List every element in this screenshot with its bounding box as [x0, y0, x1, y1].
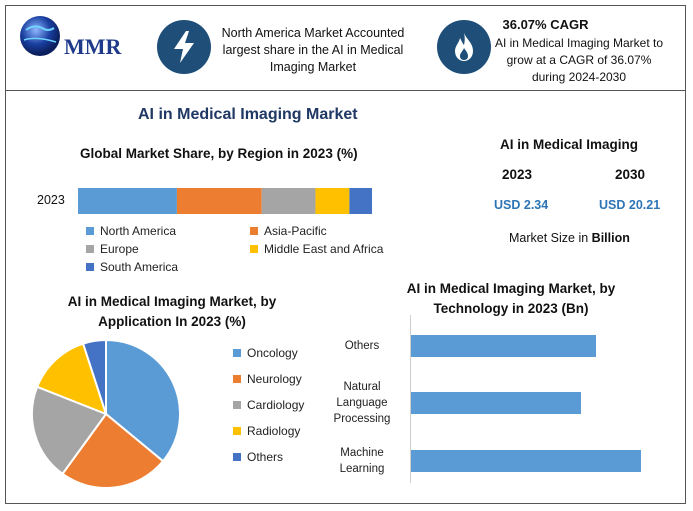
legend-swatch	[233, 349, 241, 357]
region-category-label: 2023	[37, 193, 65, 207]
region-legend-item: North America	[86, 224, 176, 238]
header-box1-text: North America Market Accounted largest s…	[221, 26, 405, 74]
flame-badge	[437, 20, 491, 74]
legend-label: Radiology	[247, 424, 301, 438]
legend-label: Neurology	[247, 372, 302, 386]
application-legend-item: Oncology	[233, 346, 298, 360]
legend-label: Asia-Pacific	[264, 224, 327, 238]
legend-label: South America	[100, 260, 179, 274]
legend-label: Europe	[100, 242, 139, 256]
technology-chart-title: AI in Medical Imaging Market, by Technol…	[406, 281, 616, 316]
legend-swatch	[233, 401, 241, 409]
application-legend-item: Radiology	[233, 424, 300, 438]
pie-slice-oncology	[105, 338, 181, 463]
legend-label: Middle East and Africa	[264, 242, 384, 256]
region-legend-item: Middle East and Africa	[250, 242, 383, 256]
logo: MMR	[12, 10, 142, 60]
technology-category-label: Natural Language Processing	[333, 381, 391, 425]
flame-icon	[455, 33, 473, 61]
lightning-icon	[174, 31, 194, 63]
legend-swatch	[233, 375, 241, 383]
caption-prefix: Market Size in	[509, 231, 592, 245]
legend-swatch	[86, 227, 94, 235]
market-size-title: AI in Medical Imaging	[500, 137, 639, 152]
legend-swatch	[233, 427, 241, 435]
region-bar-segment-0	[78, 188, 177, 214]
region-chart-title: Global Market Share, by Region in 2023 (…	[80, 146, 358, 161]
application-legend-item: Cardiology	[233, 398, 304, 412]
legend-swatch	[86, 263, 94, 271]
cagr-title: 36.07% CAGR	[502, 17, 589, 32]
region-legend-item: Asia-Pacific	[250, 224, 327, 238]
lightning-badge	[157, 20, 211, 74]
legend-label: Others	[247, 450, 284, 464]
legend-swatch	[250, 245, 258, 253]
header-divider	[5, 90, 686, 91]
region-legend-item: Europe	[86, 242, 139, 256]
region-bar-segment-2	[261, 188, 316, 214]
technology-axis-line	[410, 315, 411, 483]
technology-bar	[411, 392, 581, 414]
legend-swatch	[250, 227, 258, 235]
legend-swatch	[86, 245, 94, 253]
technology-bar	[411, 335, 596, 357]
legend-label: Cardiology	[247, 398, 305, 412]
technology-bar-chart: Others Natural Language Processing Machine…	[330, 315, 670, 485]
application-legend-item: Others	[233, 450, 283, 464]
legend-label: North America	[100, 224, 177, 238]
region-bar-segment-3	[315, 188, 350, 214]
globe-icon	[20, 16, 60, 56]
infographic-frame	[5, 5, 686, 504]
technology-category-label: Others	[344, 340, 380, 352]
application-chart-title: AI in Medical Imaging Market, by Applica…	[67, 294, 277, 329]
pie-slice-neurology	[61, 412, 165, 489]
year-2023: 2023	[502, 167, 533, 182]
legend-label: Oncology	[247, 346, 298, 360]
value-2030: USD 20.21	[599, 198, 661, 212]
technology-category-label: Machine Learning	[339, 447, 385, 475]
region-bar-segment-4	[349, 188, 372, 214]
region-stacked-bar	[78, 188, 372, 214]
region-bar-segment-1	[176, 188, 262, 214]
cagr-text: AI in Medical Imaging Market to grow at …	[494, 36, 664, 84]
main-title: AI in Medical Imaging Market	[138, 106, 358, 123]
market-size-caption: Market Size in Billion	[509, 231, 630, 245]
legend-swatch	[233, 453, 241, 461]
logo-text: MMR	[64, 34, 122, 59]
pie-slice-cardiology	[31, 385, 108, 476]
region-legend-item: South America	[86, 260, 178, 274]
value-2023: USD 2.34	[494, 198, 549, 212]
technology-bar	[411, 450, 641, 472]
caption-unit: Billion	[591, 231, 630, 245]
year-2030: 2030	[615, 167, 646, 182]
application-legend-item: Neurology	[233, 372, 302, 386]
application-pie	[31, 338, 181, 489]
pie-slice-others	[81, 338, 107, 415]
